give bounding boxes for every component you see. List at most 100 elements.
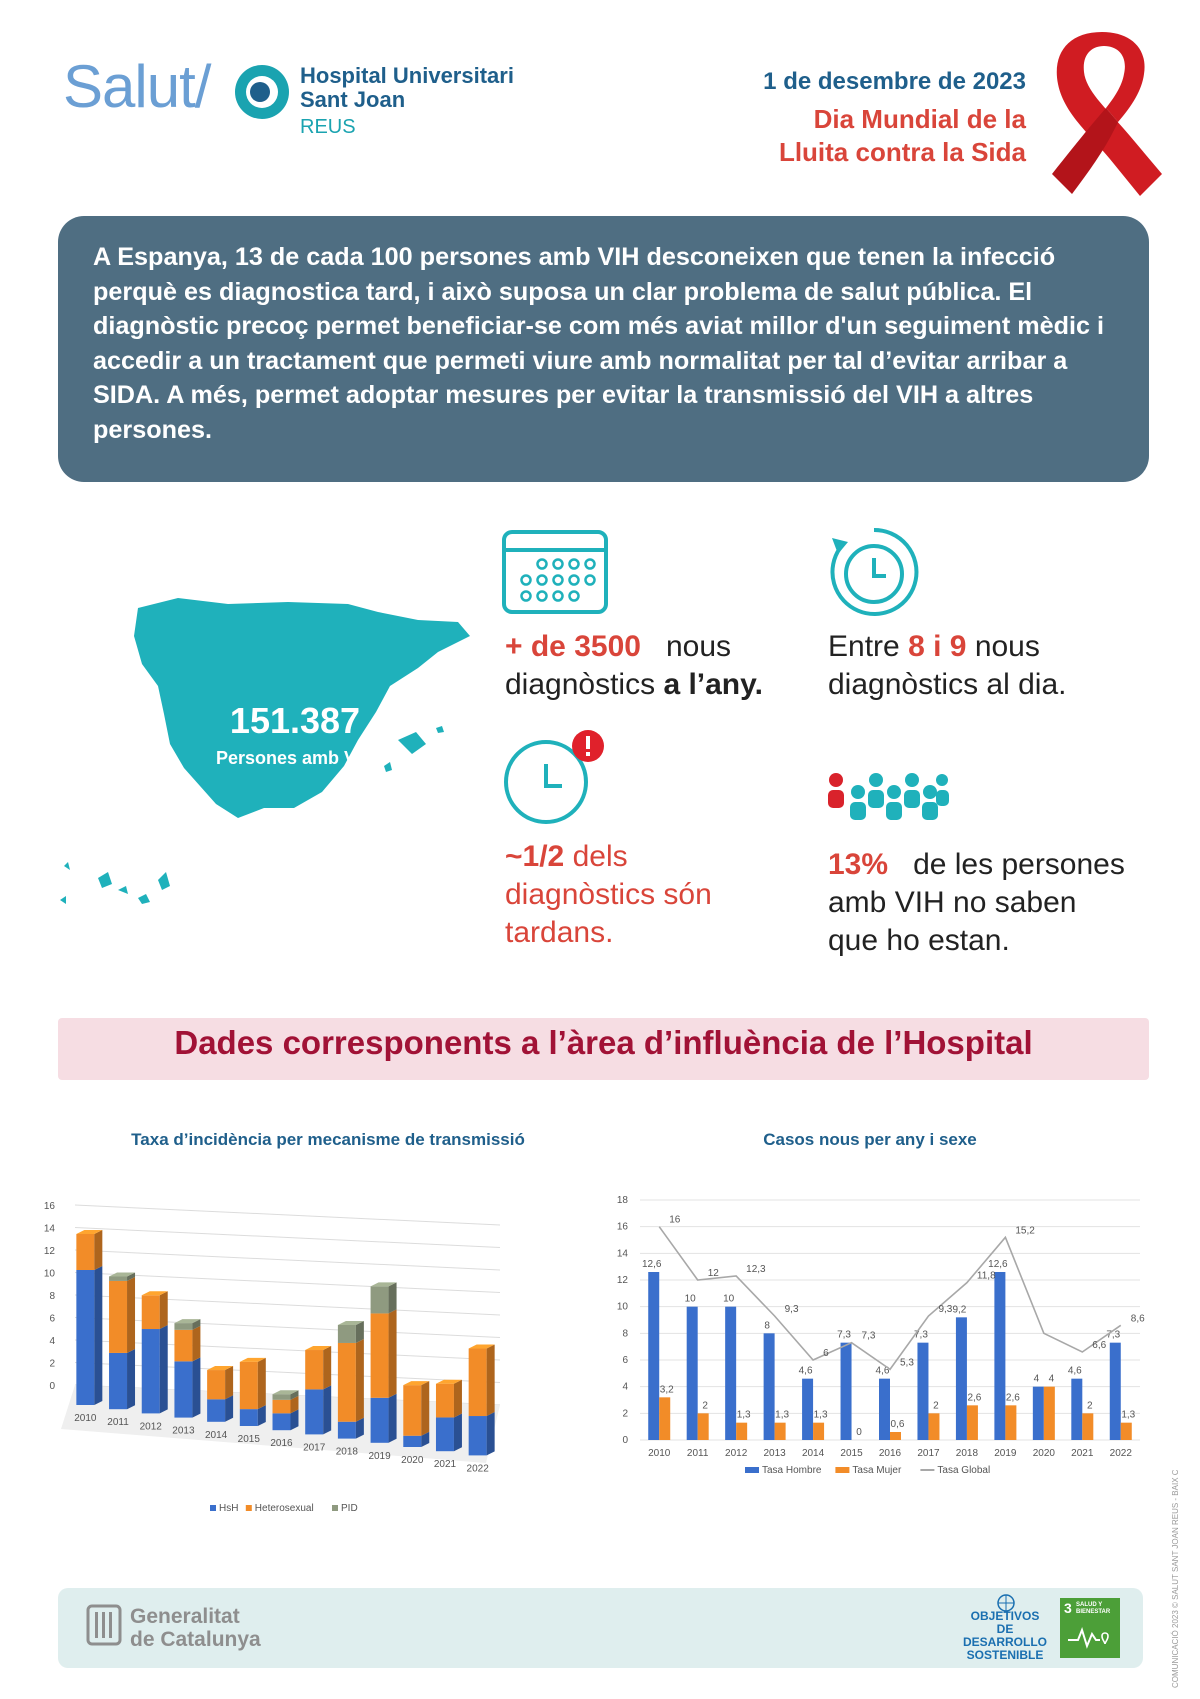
chart1-bar-side xyxy=(192,1319,201,1330)
intro-text: A Espanya, 13 de cada 100 persones amb V… xyxy=(93,243,1104,444)
sdg3-badge: 3 SALUD Y BIENESTAR xyxy=(1060,1598,1120,1658)
chart1-bar-hsh xyxy=(305,1389,324,1435)
chart1-xtick: 2020 xyxy=(401,1455,424,1466)
chart1-bar-hsh xyxy=(239,1409,258,1426)
chart1-bar-pid xyxy=(109,1276,128,1281)
stat-daily-b: 9 xyxy=(949,630,967,663)
chart1-gridline xyxy=(74,1249,501,1271)
chart2-bar-men xyxy=(955,1317,967,1440)
chart2-xtick: 2010 xyxy=(648,1448,671,1459)
chart1-bar-side xyxy=(388,1393,397,1443)
chart2-ytick: 16 xyxy=(617,1222,629,1233)
chart2-line-label: 7,3 xyxy=(862,1331,876,1342)
chart1-bar-heterosexual xyxy=(174,1329,193,1362)
chart1-bar-side xyxy=(290,1409,299,1431)
chart1-bar-side xyxy=(323,1385,332,1435)
chart2-ytick: 0 xyxy=(622,1435,628,1446)
chart2-ytick: 4 xyxy=(622,1382,628,1393)
chart2-bar-label: 2 xyxy=(933,1400,939,1411)
chart1-legend-label: HsH xyxy=(219,1503,238,1514)
chart1-bar-side xyxy=(127,1276,136,1353)
chart1-bar-hsh xyxy=(109,1352,128,1410)
chart1-xtick: 2018 xyxy=(336,1447,359,1458)
chart1-bar-side xyxy=(486,1344,495,1417)
chart1-bar-side xyxy=(257,1357,266,1410)
chart2-bar-women xyxy=(774,1422,786,1440)
chart1-bar-heterosexual xyxy=(403,1385,422,1436)
chart2-bar-men xyxy=(725,1306,737,1440)
chart2-legend-label: Tasa Hombre xyxy=(762,1465,822,1476)
chart2-bar-men xyxy=(879,1378,890,1440)
sdg-label-line1: OBJETIVOS xyxy=(970,1609,1040,1623)
hospital-city: REUS xyxy=(300,116,356,138)
chart1-bar-hsh xyxy=(370,1397,389,1443)
chart2-bar-label: 4,6 xyxy=(799,1366,813,1377)
chart2-line-label: 8,6 xyxy=(1131,1313,1145,1324)
chart1-title: Taxa d’incidència per mecanisme de trans… xyxy=(131,1130,525,1149)
clock-refresh-icon xyxy=(830,527,919,616)
chart1-gridline xyxy=(74,1339,501,1361)
chart1-bar-side xyxy=(94,1230,103,1270)
chart2-ytick: 8 xyxy=(622,1328,628,1339)
chart1-bar-pid xyxy=(370,1286,389,1314)
chart1-ytick: 4 xyxy=(49,1336,55,1347)
people-with-hiv-count: 151.387 xyxy=(229,700,361,741)
chart1-bar-heterosexual xyxy=(337,1342,356,1422)
chart2-bar-women xyxy=(890,1432,901,1440)
chart1-xtick: 2022 xyxy=(467,1463,490,1474)
chart1-bar-top xyxy=(403,1381,430,1386)
chart2-bar-label: 9,2 xyxy=(952,1304,966,1315)
footer-bar xyxy=(58,1588,1143,1668)
chart1-bar-side xyxy=(192,1325,201,1362)
chart1-bar-hsh xyxy=(435,1417,454,1452)
chart2-bar-men xyxy=(686,1306,698,1440)
chart1-bar-side xyxy=(159,1325,168,1414)
chart2-bar-label: 0 xyxy=(856,1427,862,1438)
chart1-bar-side xyxy=(192,1357,201,1418)
chart2-ytick: 2 xyxy=(622,1408,628,1419)
chart1-bar-side xyxy=(290,1395,299,1414)
chart2-bar-label: 10 xyxy=(723,1294,735,1305)
chart1-bar-side xyxy=(323,1346,332,1390)
un-emblem-icon xyxy=(997,1594,1015,1612)
chart1-bar-side xyxy=(355,1417,364,1439)
chart1-bar-heterosexual xyxy=(468,1348,487,1417)
chart2-bar-men xyxy=(1071,1378,1083,1440)
chart1-xtick: 2017 xyxy=(303,1442,326,1453)
chart1-gridline xyxy=(74,1362,501,1383)
chart2-bar-women xyxy=(1005,1405,1017,1440)
event-title-line1: Dia Mundial de la xyxy=(813,104,1026,134)
chart2-ytick: 10 xyxy=(617,1302,629,1313)
chart1-bar-heterosexual xyxy=(239,1361,258,1410)
chart2-bar-label: 4,6 xyxy=(1068,1366,1082,1377)
chart1-bar-top xyxy=(305,1346,332,1351)
chart1-legend-label: Heterosexual xyxy=(255,1503,314,1514)
chart1-bar-heterosexual xyxy=(141,1295,160,1330)
chart1-bar-side xyxy=(453,1379,462,1418)
chart1-bar-side xyxy=(127,1348,136,1410)
chart2-bar-women xyxy=(659,1397,671,1440)
chart2-global-line xyxy=(658,1226,1122,1371)
chart1-bar-hsh xyxy=(468,1416,487,1456)
chart2-bar-men xyxy=(1109,1342,1121,1440)
hospital-name-line2: Sant Joan xyxy=(300,87,406,112)
chart1-bar-top xyxy=(109,1272,136,1277)
stat-annual: + de 3500 nous diagnòstics a l’any. xyxy=(505,628,763,704)
chart2-xtick: 2011 xyxy=(687,1448,709,1459)
chart1-bar-side xyxy=(388,1282,397,1314)
hospital-name: Hospital Universitari Sant Joan xyxy=(300,64,514,112)
chart1-bar-top xyxy=(468,1344,495,1349)
chart2-bar-label: 7,3 xyxy=(1106,1330,1120,1341)
chart2-legend-label: Tasa Global xyxy=(937,1465,990,1476)
chart1-gridline xyxy=(74,1317,501,1338)
chart1-xtick: 2013 xyxy=(172,1426,195,1437)
chart2-xtick: 2019 xyxy=(994,1448,1017,1459)
chart2-bar-women xyxy=(813,1422,825,1440)
chart1-gridline xyxy=(74,1227,501,1248)
chart2-bar-label: 1,3 xyxy=(1121,1410,1135,1421)
chart1-bar-hsh xyxy=(76,1270,95,1405)
chart2-xtick: 2017 xyxy=(917,1448,940,1459)
chart1-bar-hsh xyxy=(272,1413,291,1431)
chart1-bar-hsh xyxy=(207,1399,226,1422)
incidence-by-transmission-chart: 0 2 4 6 8 10 12 14 16 2010 2011 2012 2013 2014 2015 201… xyxy=(44,1201,501,1514)
